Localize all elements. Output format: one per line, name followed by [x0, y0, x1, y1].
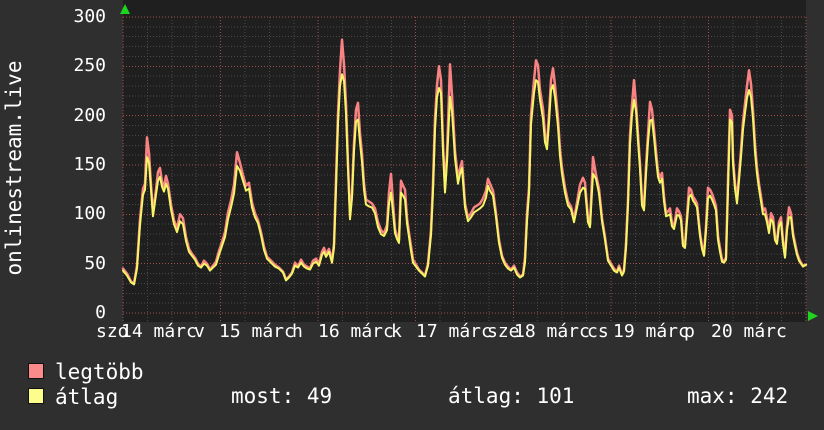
x-axis-weekday-label: v	[194, 321, 205, 342]
x-axis-weekday-label: p	[684, 321, 695, 342]
x-axis-date-label: 20 márc	[711, 321, 787, 342]
legend-swatch-legtobb	[28, 363, 44, 379]
legend-label: legtöbb	[55, 360, 144, 384]
legend-label: átlag	[55, 385, 119, 409]
y-axis-tick-label: 300	[73, 6, 106, 27]
series-atlag-line	[122, 73, 807, 286]
x-axis-date-label: 17 márc	[416, 321, 492, 342]
y-axis-tick-label: 100	[73, 203, 106, 225]
x-axis-weekday-label: cs	[587, 321, 609, 342]
stat-max: max: 242	[687, 384, 789, 408]
legend-swatch-atlag	[28, 388, 44, 404]
series-legtobb-line	[121, 38, 808, 285]
y-axis-tick-label: 150	[73, 154, 106, 175]
x-axis-date-label: 14 márc	[121, 321, 197, 342]
y-axis-tick-label: 200	[73, 104, 106, 126]
x-axis-weekday-label: szo	[96, 321, 129, 342]
y-axis-tick-label: 0	[95, 302, 106, 323]
x-axis-date-label: 15 márc	[219, 321, 295, 342]
chart-vertical-title: onlinestream.live	[2, 60, 26, 276]
stat-most: most: 49	[231, 384, 333, 408]
x-axis-weekday-label: k	[391, 321, 402, 342]
x-axis-weekday-label: h	[292, 321, 303, 342]
stat-atlag: átlag: 101	[448, 384, 575, 408]
y-axis-tick-label: 50	[84, 252, 106, 274]
up-arrow-icon	[120, 4, 130, 14]
x-axis-date-label: 16 márc	[318, 321, 394, 342]
x-axis-date-label: 19 márc	[613, 321, 689, 342]
x-axis-date-label: 18 márc	[514, 321, 590, 342]
x-axis-weekday-label: sze	[487, 321, 520, 342]
y-axis-tick-label: 250	[73, 55, 106, 77]
right-arrow-icon	[808, 311, 818, 321]
